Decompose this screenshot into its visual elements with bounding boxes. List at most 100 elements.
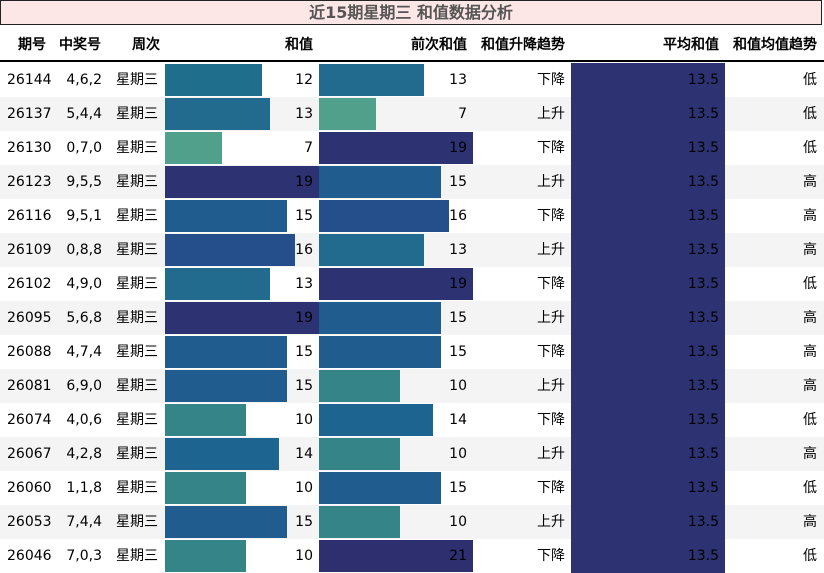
trend-cell[interactable]: 上升: [537, 242, 565, 258]
trend-cell[interactable]: 下降: [537, 344, 565, 360]
trend-cell[interactable]: 上升: [537, 514, 565, 530]
avg-trend-cell[interactable]: 低: [803, 106, 817, 122]
numbers-cell[interactable]: 6,9,0: [66, 378, 102, 394]
trend-cell[interactable]: 下降: [537, 72, 565, 88]
avg-cell[interactable]: 13.5: [687, 446, 719, 462]
numbers-cell[interactable]: 5,4,4: [66, 106, 102, 122]
avg-cell[interactable]: 13.5: [687, 242, 719, 258]
avg-trend-cell[interactable]: 低: [803, 140, 817, 156]
sum-cell[interactable]: 15: [295, 514, 313, 530]
trend-cell[interactable]: 下降: [537, 548, 565, 564]
numbers-cell[interactable]: 0,7,0: [66, 140, 102, 156]
weekday-cell[interactable]: 星期三: [116, 548, 158, 564]
weekday-cell[interactable]: 星期三: [116, 310, 158, 326]
prev-sum-cell[interactable]: 14: [449, 412, 467, 428]
weekday-cell[interactable]: 星期三: [116, 140, 158, 156]
weekday-cell[interactable]: 星期三: [116, 378, 158, 394]
header-weekday[interactable]: 周次: [132, 37, 160, 53]
avg-cell[interactable]: 13.5: [687, 378, 719, 394]
numbers-cell[interactable]: 0,8,8: [66, 242, 102, 258]
prev-sum-cell[interactable]: 10: [449, 514, 467, 530]
avg-cell[interactable]: 13.5: [687, 344, 719, 360]
weekday-cell[interactable]: 星期三: [116, 446, 158, 462]
weekday-cell[interactable]: 星期三: [116, 242, 158, 258]
issue-cell[interactable]: 26144: [7, 72, 52, 88]
avg-trend-cell[interactable]: 高: [803, 208, 817, 224]
sum-cell[interactable]: 10: [295, 412, 313, 428]
issue-cell[interactable]: 26060: [7, 480, 52, 496]
prev-sum-cell[interactable]: 19: [449, 140, 467, 156]
issue-cell[interactable]: 26095: [7, 310, 52, 326]
prev-sum-cell[interactable]: 15: [449, 344, 467, 360]
issue-cell[interactable]: 26088: [7, 344, 52, 360]
weekday-cell[interactable]: 星期三: [116, 344, 158, 360]
avg-cell[interactable]: 13.5: [687, 174, 719, 190]
numbers-cell[interactable]: 4,6,2: [66, 72, 102, 88]
weekday-cell[interactable]: 星期三: [116, 174, 158, 190]
prev-sum-cell[interactable]: 15: [449, 480, 467, 496]
weekday-cell[interactable]: 星期三: [116, 276, 158, 292]
issue-cell[interactable]: 26046: [7, 548, 52, 564]
header-sum[interactable]: 和值: [285, 37, 313, 53]
issue-cell[interactable]: 26102: [7, 276, 52, 292]
prev-sum-cell[interactable]: 21: [449, 548, 467, 564]
avg-trend-cell[interactable]: 低: [803, 276, 817, 292]
sum-cell[interactable]: 10: [295, 548, 313, 564]
weekday-cell[interactable]: 星期三: [116, 106, 158, 122]
issue-cell[interactable]: 26116: [7, 208, 52, 224]
prev-sum-cell[interactable]: 10: [449, 378, 467, 394]
avg-cell[interactable]: 13.5: [687, 208, 719, 224]
avg-trend-cell[interactable]: 低: [803, 480, 817, 496]
numbers-cell[interactable]: 4,7,4: [66, 344, 102, 360]
prev-sum-cell[interactable]: 16: [449, 208, 467, 224]
weekday-cell[interactable]: 星期三: [116, 208, 158, 224]
weekday-cell[interactable]: 星期三: [116, 480, 158, 496]
avg-trend-cell[interactable]: 低: [803, 548, 817, 564]
issue-cell[interactable]: 26053: [7, 514, 52, 530]
sum-cell[interactable]: 16: [295, 242, 313, 258]
numbers-cell[interactable]: 9,5,5: [66, 174, 102, 190]
avg-cell[interactable]: 13.5: [687, 310, 719, 326]
avg-cell[interactable]: 13.5: [687, 276, 719, 292]
trend-cell[interactable]: 下降: [537, 276, 565, 292]
prev-sum-cell[interactable]: 13: [449, 72, 467, 88]
avg-cell[interactable]: 13.5: [687, 514, 719, 530]
weekday-cell[interactable]: 星期三: [116, 72, 158, 88]
avg-trend-cell[interactable]: 高: [803, 446, 817, 462]
avg-trend-cell[interactable]: 高: [803, 344, 817, 360]
header-issue[interactable]: 期号: [18, 37, 46, 53]
sum-cell[interactable]: 12: [295, 72, 313, 88]
numbers-cell[interactable]: 5,6,8: [66, 310, 102, 326]
avg-cell[interactable]: 13.5: [687, 480, 719, 496]
avg-trend-cell[interactable]: 高: [803, 310, 817, 326]
numbers-cell[interactable]: 4,2,8: [66, 446, 102, 462]
header-numbers[interactable]: 中奖号: [59, 37, 101, 53]
avg-trend-cell[interactable]: 高: [803, 378, 817, 394]
trend-cell[interactable]: 下降: [537, 412, 565, 428]
issue-cell[interactable]: 26137: [7, 106, 52, 122]
trend-cell[interactable]: 下降: [537, 208, 565, 224]
avg-cell[interactable]: 13.5: [687, 106, 719, 122]
sum-cell[interactable]: 15: [295, 208, 313, 224]
issue-cell[interactable]: 26074: [7, 412, 52, 428]
numbers-cell[interactable]: 7,0,3: [66, 548, 102, 564]
avg-trend-cell[interactable]: 高: [803, 514, 817, 530]
prev-sum-cell[interactable]: 15: [449, 310, 467, 326]
numbers-cell[interactable]: 4,0,6: [66, 412, 102, 428]
prev-sum-cell[interactable]: 15: [449, 174, 467, 190]
prev-sum-cell[interactable]: 7: [458, 106, 467, 122]
avg-trend-cell[interactable]: 高: [803, 242, 817, 258]
trend-cell[interactable]: 下降: [537, 140, 565, 156]
issue-cell[interactable]: 26123: [7, 174, 52, 190]
numbers-cell[interactable]: 9,5,1: [66, 208, 102, 224]
weekday-cell[interactable]: 星期三: [116, 412, 158, 428]
avg-cell[interactable]: 13.5: [687, 72, 719, 88]
sum-cell[interactable]: 19: [295, 174, 313, 190]
issue-cell[interactable]: 26109: [7, 242, 52, 258]
trend-cell[interactable]: 上升: [537, 106, 565, 122]
sum-cell[interactable]: 13: [295, 106, 313, 122]
avg-cell[interactable]: 13.5: [687, 548, 719, 564]
header-prev-sum[interactable]: 前次和值: [411, 37, 467, 53]
sum-cell[interactable]: 10: [295, 480, 313, 496]
trend-cell[interactable]: 上升: [537, 310, 565, 326]
